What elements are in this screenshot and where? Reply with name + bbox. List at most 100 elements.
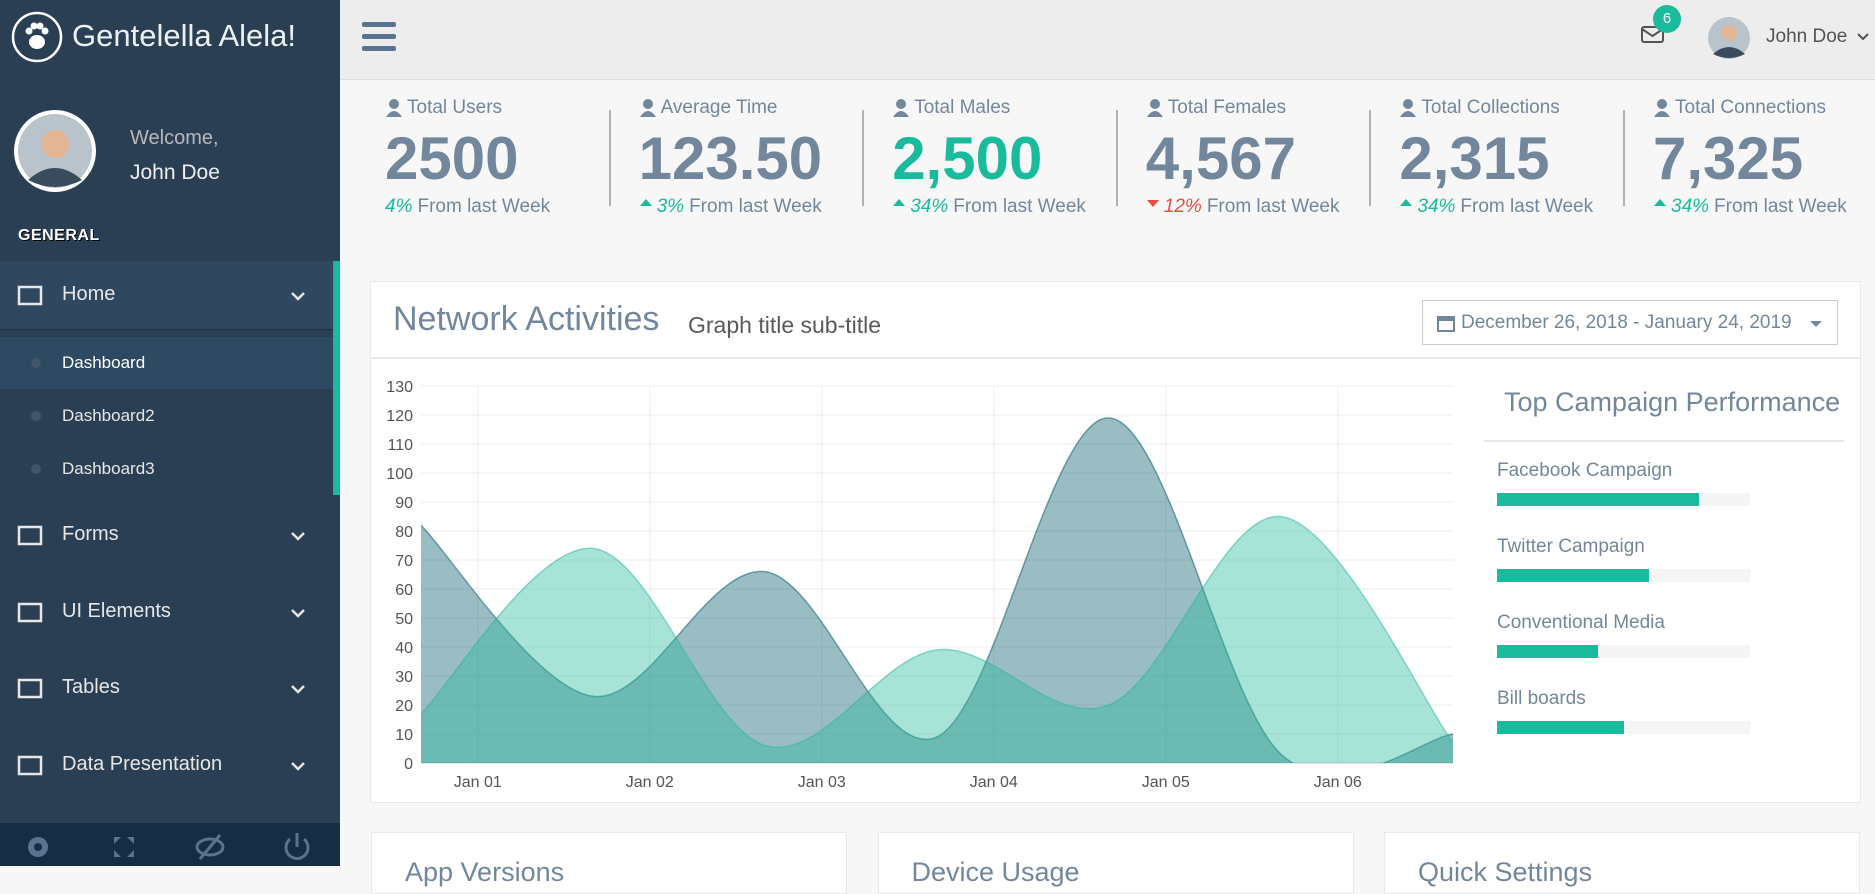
change-note: From last Week xyxy=(417,196,551,217)
menu-icon xyxy=(17,285,43,306)
icon xyxy=(291,609,305,618)
bottom-panel-title: Device Usage xyxy=(911,857,1080,887)
date-range: December 26, 2018 - January 24, 2019 xyxy=(1461,312,1792,333)
icon xyxy=(17,678,43,699)
stat-change: 34% From last Week xyxy=(1417,196,1593,218)
menu-icon xyxy=(17,678,43,699)
icon xyxy=(17,755,43,776)
stat-change: 34% From last Week xyxy=(910,196,1086,218)
menu-icon xyxy=(17,525,43,546)
user-icon xyxy=(1654,111,1670,117)
submenu-item[interactable]: Dashboard xyxy=(62,353,146,372)
menu-item[interactable]: Home xyxy=(62,283,116,305)
trend-arrow xyxy=(1146,200,1159,207)
change: 3% xyxy=(656,196,685,217)
stat-value: 2500 xyxy=(385,125,519,192)
icon xyxy=(893,199,906,206)
welcome: Welcome, xyxy=(130,127,219,149)
bottom-panel-title: App Versions xyxy=(405,857,565,887)
change: 34% xyxy=(910,196,949,217)
icon xyxy=(17,525,43,546)
icon xyxy=(1654,99,1670,117)
logo xyxy=(11,11,63,63)
menu-active-bg xyxy=(0,261,333,329)
user-icon xyxy=(386,111,402,117)
change-note: From last Week xyxy=(689,196,822,217)
submenu-dot xyxy=(31,358,41,368)
sidebar-footer xyxy=(0,823,340,866)
icon xyxy=(17,285,43,306)
top-nav: 6 John Doe xyxy=(340,0,1875,80)
icon xyxy=(1400,99,1417,117)
icon xyxy=(17,602,43,623)
icon xyxy=(291,762,305,771)
icon xyxy=(893,99,910,117)
submenu-item[interactable]: Dashboard3 xyxy=(62,459,155,478)
top-user[interactable]: John Doe xyxy=(1766,26,1848,47)
stat-label: Average Time xyxy=(660,97,778,118)
menu-item[interactable]: Data Presentation xyxy=(62,753,223,775)
campaign-name: Conventional Media xyxy=(1497,612,1665,633)
campaign-divider xyxy=(1484,440,1844,442)
progress-track xyxy=(1497,493,1750,506)
stat-change: 3% From last Week xyxy=(657,196,822,218)
menu-item[interactable]: Tables xyxy=(62,676,120,698)
icon xyxy=(1146,200,1159,207)
stat-separator xyxy=(862,110,865,206)
stat-label: Total Males xyxy=(914,97,1011,118)
caret xyxy=(1810,321,1822,327)
avatar[interactable] xyxy=(1707,16,1751,60)
stat-label: Total Collections xyxy=(1421,97,1560,118)
change-note: From last Week xyxy=(1714,196,1847,217)
user-icon xyxy=(1146,111,1163,117)
calendar-icon xyxy=(1437,316,1455,332)
stat-value: 123.50 xyxy=(638,125,823,192)
progress-track xyxy=(1497,645,1750,658)
user-name: John Doe xyxy=(130,161,220,184)
stat-change: 12% From last Week xyxy=(1164,196,1340,218)
network-panel: Network Activities Graph title sub-title… xyxy=(370,281,1861,803)
progress-bar xyxy=(1497,493,1700,506)
icon xyxy=(291,685,305,694)
user-icon xyxy=(639,111,656,117)
change-note: From last Week xyxy=(1206,196,1340,217)
profile-photo xyxy=(14,110,96,192)
icon xyxy=(291,532,305,541)
stat-change: 34% From last Week xyxy=(1671,196,1847,218)
menu-toggle[interactable] xyxy=(362,20,398,54)
user-icon xyxy=(1149,99,1160,109)
menu-icon xyxy=(17,602,43,623)
campaign-title: Top Campaign Performance xyxy=(1504,387,1841,417)
menu-item[interactable]: UI Elements xyxy=(62,600,171,622)
bottom-panel-title: Quick Settings xyxy=(1418,857,1593,887)
bottom-panel: Quick Settings xyxy=(1384,832,1860,894)
notification-badge: 6 xyxy=(1653,5,1681,33)
user-icon xyxy=(389,99,399,109)
progress-bar xyxy=(1497,721,1624,734)
submenu-dot xyxy=(31,411,41,421)
chevron xyxy=(291,762,305,771)
user-icon xyxy=(1400,111,1417,117)
progress-bar xyxy=(1497,645,1599,658)
panel-title: Network Activities xyxy=(393,300,660,338)
icon xyxy=(639,199,652,206)
menu-item[interactable]: Forms xyxy=(62,523,119,545)
trend-arrow xyxy=(1654,199,1666,206)
progress-track xyxy=(1497,569,1750,582)
menu-icon xyxy=(17,755,43,776)
progress-track xyxy=(1497,721,1750,734)
section-title: GENERAL xyxy=(18,227,100,244)
trend-arrow xyxy=(639,199,652,206)
stat-value: 4,567 xyxy=(1145,125,1296,192)
user-icon xyxy=(893,111,910,117)
chevron xyxy=(291,609,305,618)
icon xyxy=(386,99,402,117)
campaign-name: Facebook Campaign xyxy=(1497,460,1673,481)
submenu-item[interactable]: Dashboard2 xyxy=(62,406,155,425)
stat-value: 2,500 xyxy=(892,125,1043,192)
date-range-picker[interactable]: December 26, 2018 - January 24, 2019 xyxy=(1422,300,1838,345)
user-icon xyxy=(896,99,907,109)
stat-separator xyxy=(1115,110,1118,206)
chevron xyxy=(291,532,305,541)
